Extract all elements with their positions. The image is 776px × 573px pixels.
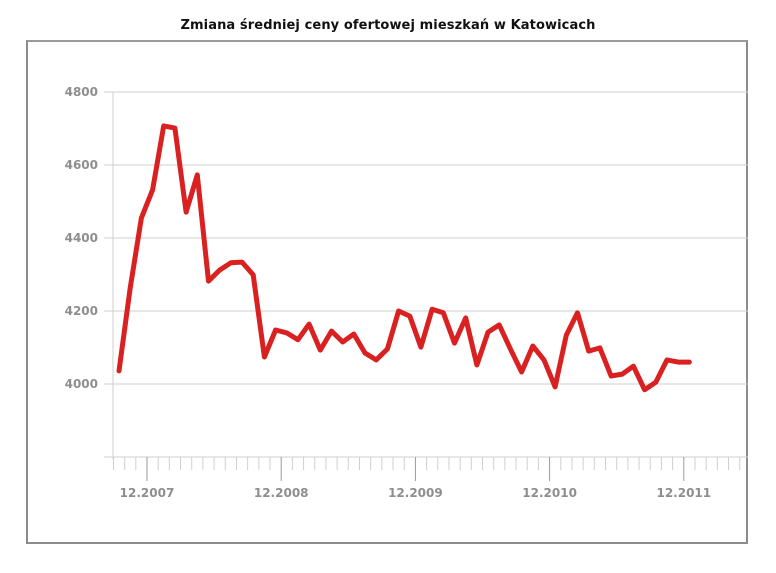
y-tick-label: 4000 xyxy=(65,377,98,391)
x-tick-label: 12.2010 xyxy=(522,486,577,500)
y-tick-label: 4200 xyxy=(65,304,98,318)
x-axis: 12.2007 12.2008 12.2009 12.2010 12.2011 xyxy=(104,456,748,500)
x-tick-label: 12.2007 xyxy=(120,486,175,500)
x-tick-label: 12.2009 xyxy=(388,486,443,500)
y-tick-label: 4600 xyxy=(65,158,98,172)
y-tick-label: 4400 xyxy=(65,231,98,245)
chart-title: Zmiana średniej ceny ofertowej mieszkań … xyxy=(180,18,596,33)
y-tick-label: 4800 xyxy=(65,85,98,99)
x-tick-label: 12.2011 xyxy=(656,486,711,500)
y-axis: 4000 4200 4400 4600 4800 xyxy=(65,85,114,459)
x-tick-label: 12.2008 xyxy=(254,486,309,500)
price-line xyxy=(116,123,692,393)
gridlines xyxy=(104,91,748,385)
